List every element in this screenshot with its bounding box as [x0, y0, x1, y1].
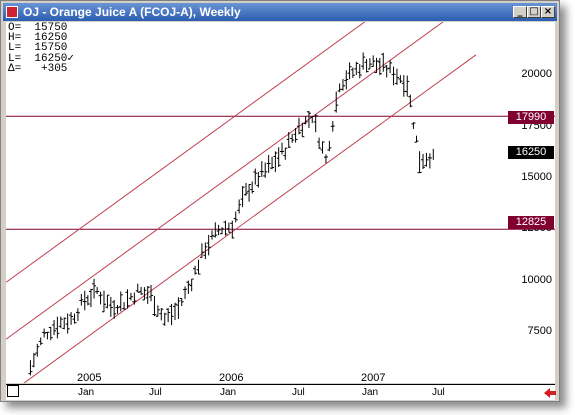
price-label-last: 16250 — [508, 146, 554, 159]
title-bar[interactable]: OJ - Orange Juice A (FCOJ-A), Weekly _ □… — [3, 3, 557, 21]
x-month-label: Jan — [220, 387, 237, 398]
x-month-label: Jul — [292, 387, 305, 398]
chart-plot-area[interactable] — [5, 0, 555, 397]
trend-channel-line — [5, 0, 396, 283]
x-month-label: Jan — [78, 387, 95, 398]
y-tick-label: 15000 — [521, 171, 552, 183]
ohlc-readout: O= 15750 H= 16250 L= 15750 L= 16250✓ Δ= … — [8, 22, 75, 75]
chart-window: OJ - Orange Juice A (FCOJ-A), Weekly _ □… — [0, 0, 560, 402]
y-tick-label: 7500 — [527, 325, 552, 337]
x-year-label: 2006 — [219, 372, 244, 384]
time-scroll-box[interactable] — [7, 385, 19, 397]
x-year-label: 2005 — [77, 372, 102, 384]
scroll-left-arrow-icon[interactable] — [544, 388, 556, 398]
price-label-17990: 17990 — [508, 111, 554, 124]
price-chart[interactable] — [5, 0, 555, 397]
y-tick-label: 20000 — [521, 68, 552, 80]
x-month-label: Jul — [149, 387, 162, 398]
minimize-button[interactable]: _ — [513, 6, 527, 18]
y-tick-label: 10000 — [521, 274, 552, 286]
app-icon — [6, 6, 18, 18]
trend-channel-line — [5, 0, 475, 340]
time-axis-bar — [6, 384, 555, 400]
maximize-button[interactable]: □ — [527, 6, 541, 18]
price-label-12825: 12825 — [508, 216, 554, 229]
trend-channel-line — [5, 54, 477, 397]
x-month-label: Jan — [362, 387, 379, 398]
window-title: OJ - Orange Juice A (FCOJ-A), Weekly — [23, 5, 241, 19]
x-month-label: Jul — [432, 387, 445, 398]
close-button[interactable]: × — [541, 6, 555, 18]
x-year-label: 2007 — [361, 372, 386, 384]
